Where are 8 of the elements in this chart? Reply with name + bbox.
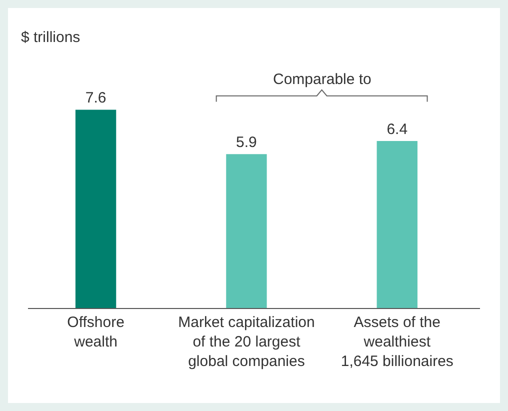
- x-tick-label: Assets of the wealthiest 1,645 billionaires: [340, 314, 454, 370]
- data-label: 6.4: [386, 121, 408, 138]
- x-tick-label: Offshore wealth: [67, 314, 124, 350]
- text: $ trillions: [21, 29, 80, 46]
- x-tick-label: Market capitalization of the 20 largest global companies: [178, 314, 315, 370]
- data-label: 5.9: [236, 134, 257, 152]
- text: Comparable to: [273, 71, 372, 88]
- data-label: 7.6: [85, 90, 106, 107]
